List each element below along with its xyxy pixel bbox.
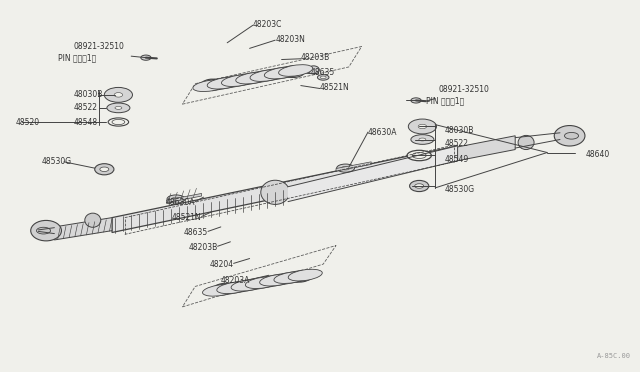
Ellipse shape xyxy=(112,119,125,125)
Ellipse shape xyxy=(564,132,579,139)
Ellipse shape xyxy=(202,285,237,296)
Ellipse shape xyxy=(342,166,350,170)
Ellipse shape xyxy=(36,227,51,234)
Ellipse shape xyxy=(411,98,421,103)
Ellipse shape xyxy=(84,213,101,227)
Polygon shape xyxy=(336,162,371,171)
Ellipse shape xyxy=(274,272,308,283)
Text: 48521N: 48521N xyxy=(320,83,349,92)
Ellipse shape xyxy=(108,118,129,126)
Text: 48630A: 48630A xyxy=(166,198,195,207)
Ellipse shape xyxy=(337,164,355,172)
Text: 48635: 48635 xyxy=(184,228,208,237)
Text: 48204: 48204 xyxy=(209,260,234,269)
Ellipse shape xyxy=(407,150,431,161)
Ellipse shape xyxy=(419,138,426,141)
Text: 48520: 48520 xyxy=(16,118,40,127)
Ellipse shape xyxy=(415,184,424,188)
Ellipse shape xyxy=(264,67,298,79)
Polygon shape xyxy=(458,136,515,161)
Ellipse shape xyxy=(95,164,114,175)
Ellipse shape xyxy=(411,135,434,144)
Ellipse shape xyxy=(554,126,585,146)
Ellipse shape xyxy=(317,74,329,80)
Text: 48530G: 48530G xyxy=(445,185,475,194)
Ellipse shape xyxy=(114,93,123,97)
Text: 48549: 48549 xyxy=(445,155,469,164)
Text: 48203B: 48203B xyxy=(301,53,330,62)
Text: PIN ピン（1）: PIN ピン（1） xyxy=(58,53,96,62)
Ellipse shape xyxy=(278,65,313,76)
Ellipse shape xyxy=(308,66,319,74)
Text: 48521N: 48521N xyxy=(172,213,202,222)
Ellipse shape xyxy=(418,124,427,129)
Text: 48030B: 48030B xyxy=(445,126,474,135)
Polygon shape xyxy=(54,218,112,240)
Text: 48522: 48522 xyxy=(74,103,98,112)
Ellipse shape xyxy=(288,269,323,281)
Ellipse shape xyxy=(284,68,305,77)
Ellipse shape xyxy=(261,180,289,205)
Ellipse shape xyxy=(201,79,221,88)
Ellipse shape xyxy=(104,87,132,102)
Ellipse shape xyxy=(207,77,241,89)
Ellipse shape xyxy=(260,275,294,286)
Text: 48203C: 48203C xyxy=(253,20,282,29)
Ellipse shape xyxy=(231,279,265,291)
Text: 48640: 48640 xyxy=(586,150,610,159)
Polygon shape xyxy=(166,193,202,203)
Ellipse shape xyxy=(412,153,426,158)
Text: 48635: 48635 xyxy=(310,68,335,77)
Ellipse shape xyxy=(172,197,180,201)
Polygon shape xyxy=(112,146,458,232)
Ellipse shape xyxy=(221,75,255,86)
Ellipse shape xyxy=(100,167,109,171)
Text: 08921-32510: 08921-32510 xyxy=(438,85,489,94)
Ellipse shape xyxy=(107,103,130,113)
Polygon shape xyxy=(288,146,458,202)
Ellipse shape xyxy=(193,80,227,92)
Ellipse shape xyxy=(167,195,185,203)
Text: PIN ピン（1）: PIN ピン（1） xyxy=(426,96,464,105)
Ellipse shape xyxy=(31,220,61,241)
Ellipse shape xyxy=(115,106,122,109)
Text: 48548: 48548 xyxy=(74,118,98,127)
Ellipse shape xyxy=(289,272,312,282)
Ellipse shape xyxy=(217,282,251,294)
Text: 48530G: 48530G xyxy=(42,157,72,166)
Text: 48203A: 48203A xyxy=(220,276,250,285)
Ellipse shape xyxy=(236,72,270,84)
Text: 48030B: 48030B xyxy=(74,90,103,99)
Ellipse shape xyxy=(518,135,534,150)
Text: 48630A: 48630A xyxy=(368,128,397,137)
Text: 48203B: 48203B xyxy=(188,243,218,252)
Ellipse shape xyxy=(141,55,151,60)
Text: 48203N: 48203N xyxy=(275,35,305,44)
Ellipse shape xyxy=(321,76,326,79)
Ellipse shape xyxy=(408,119,436,134)
Text: 08921-32510: 08921-32510 xyxy=(74,42,124,51)
Ellipse shape xyxy=(245,277,280,289)
Ellipse shape xyxy=(410,180,429,192)
Ellipse shape xyxy=(212,283,236,293)
Text: 48522: 48522 xyxy=(445,139,468,148)
Text: A-85C.00: A-85C.00 xyxy=(596,353,630,359)
Ellipse shape xyxy=(250,70,284,81)
